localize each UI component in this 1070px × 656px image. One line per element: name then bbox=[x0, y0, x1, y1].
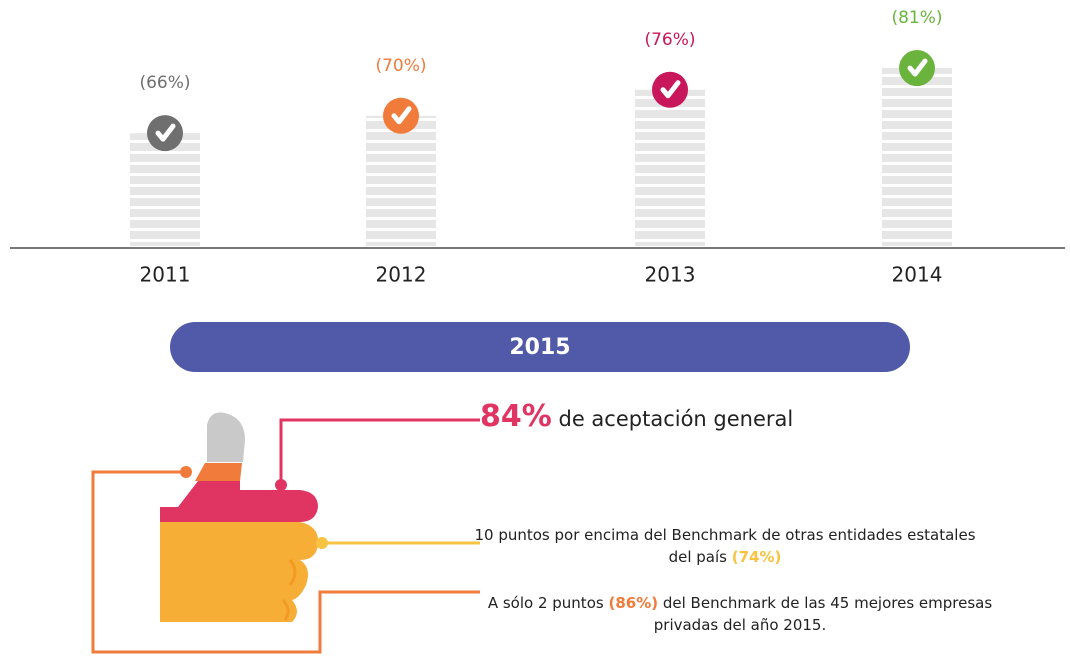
statement: A sólo 2 puntos (86%) del Benchmark de l… bbox=[480, 592, 1000, 636]
statement-text: de aceptación general bbox=[559, 407, 794, 431]
x-tick-label: 2014 bbox=[892, 263, 943, 287]
bar bbox=[882, 68, 952, 246]
check-icon bbox=[899, 50, 935, 86]
thumb-icon bbox=[160, 413, 318, 623]
statement: 84% de aceptación general bbox=[480, 406, 880, 430]
check-icon bbox=[652, 72, 688, 108]
connector-dot bbox=[275, 479, 287, 491]
check-icon bbox=[383, 98, 419, 134]
statement-text: del Benchmark de las 45 mejores empresas… bbox=[654, 594, 992, 634]
value-label: (70%) bbox=[375, 56, 426, 76]
connector-dot bbox=[180, 466, 192, 478]
statement-text: A sólo 2 puntos bbox=[488, 594, 604, 612]
bar bbox=[366, 116, 436, 246]
statement-text: 10 puntos por encima del Benchmark de ot… bbox=[474, 526, 975, 566]
x-tick-label: 2011 bbox=[140, 263, 191, 287]
connector-dot bbox=[316, 537, 328, 549]
highlight: (86%) bbox=[608, 594, 658, 612]
highlight: (74%) bbox=[732, 548, 782, 566]
value-label: (66%) bbox=[139, 73, 190, 93]
x-tick-label: 2012 bbox=[376, 263, 427, 287]
check-icon bbox=[147, 115, 183, 151]
highlight: 84% bbox=[480, 399, 552, 434]
bar bbox=[635, 90, 705, 246]
x-tick-label: 2013 bbox=[645, 263, 696, 287]
value-label: (76%) bbox=[644, 30, 695, 50]
banner-text: 2015 bbox=[509, 335, 570, 360]
infographic: (66%) 2011 (70%) 2012 (76%) 2013 (81%) 2014 201… bbox=[0, 0, 1070, 656]
statement: 10 puntos por encima del Benchmark de ot… bbox=[470, 524, 980, 568]
value-label: (81%) bbox=[891, 8, 942, 28]
